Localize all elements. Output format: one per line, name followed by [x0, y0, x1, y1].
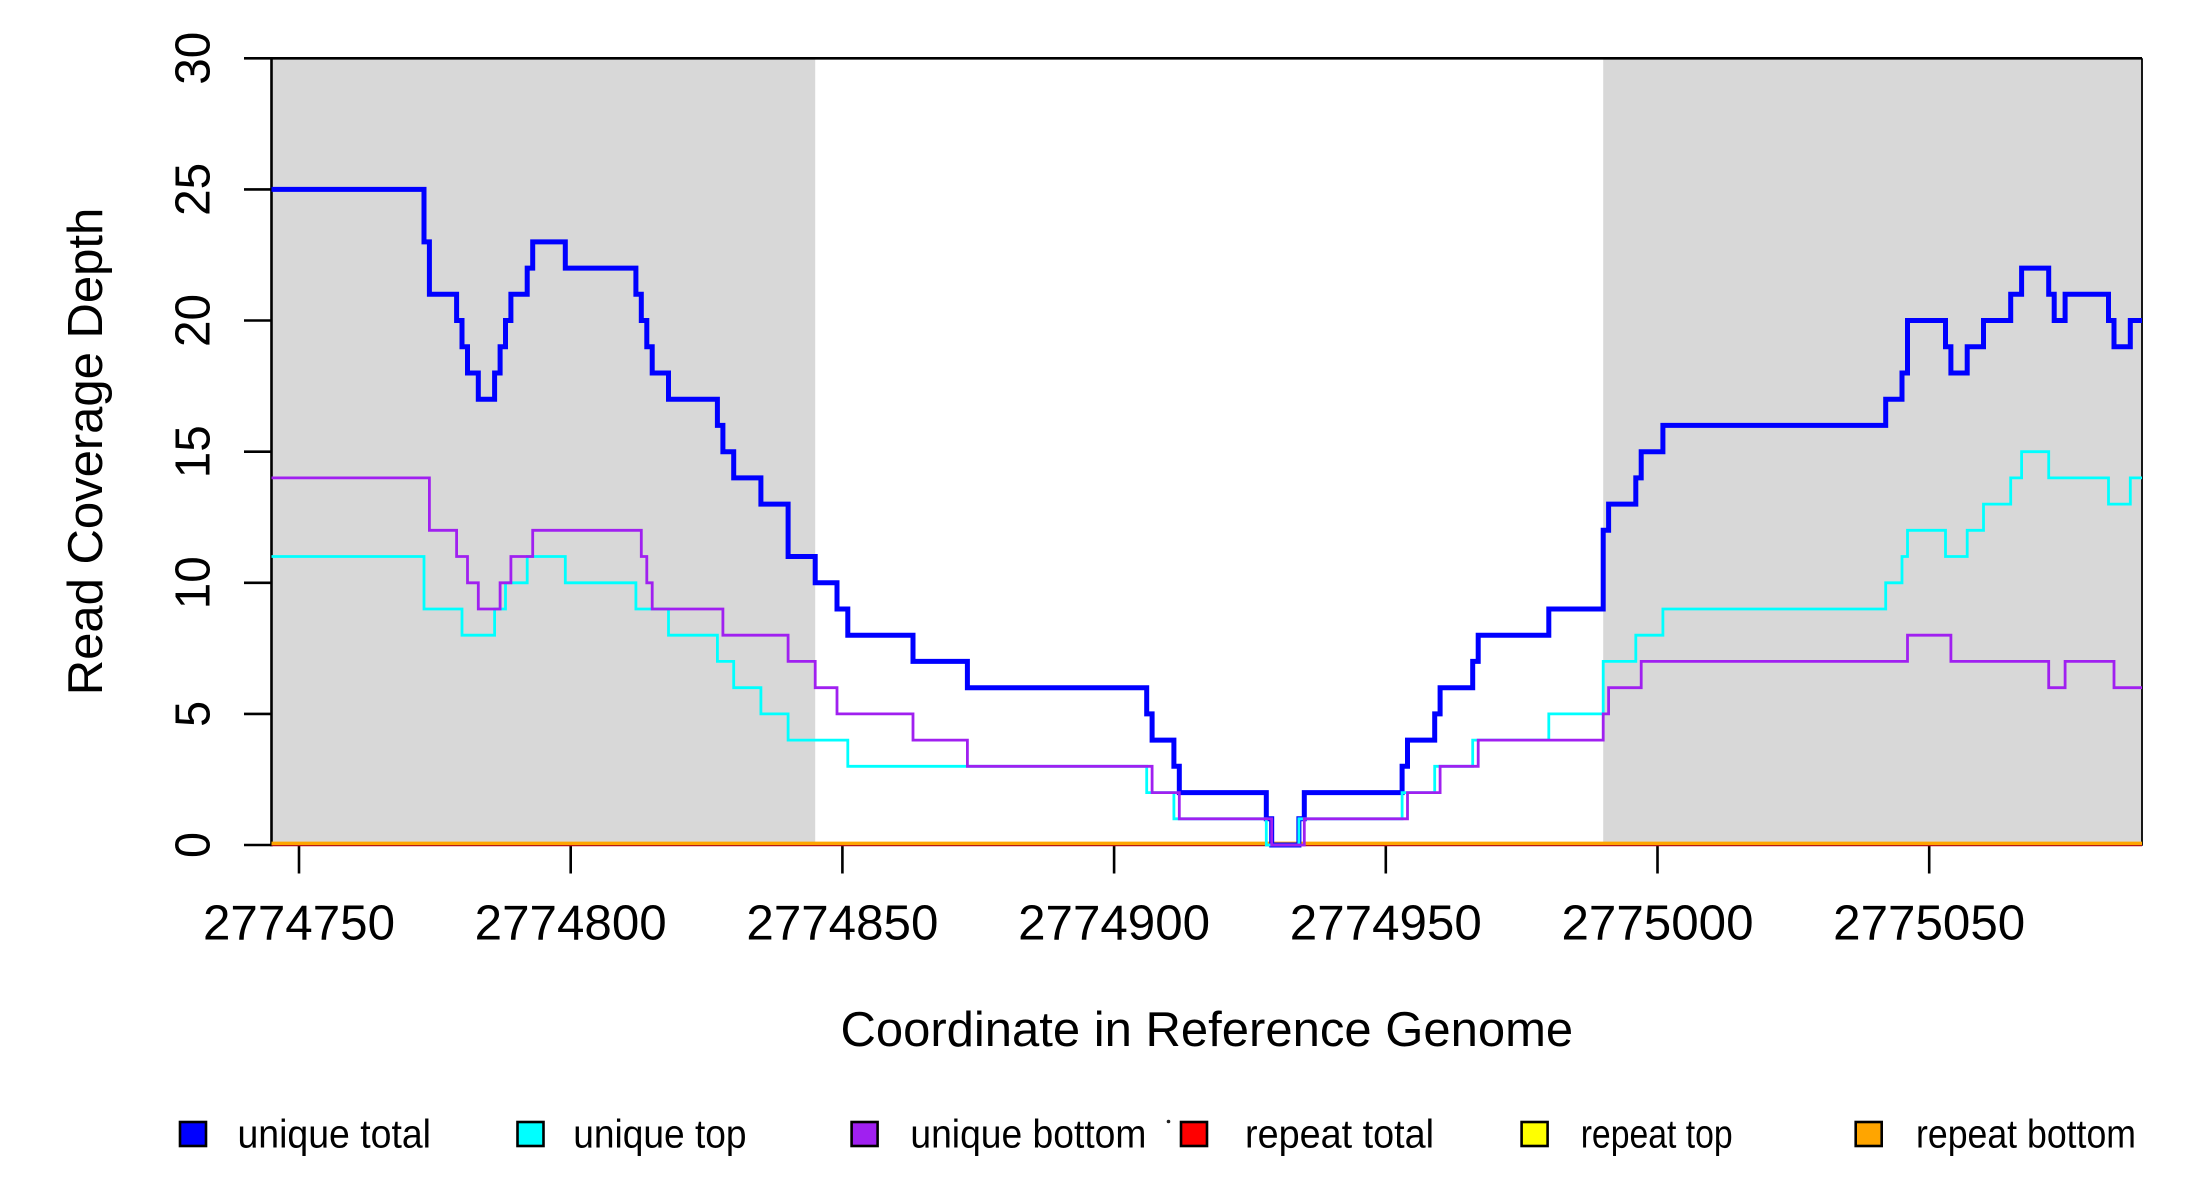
svg-text:5: 5 [167, 701, 221, 727]
svg-text:2774850: 2774850 [746, 897, 938, 951]
svg-text:2775000: 2775000 [1562, 897, 1754, 951]
svg-text:repeat top: repeat top [1581, 1113, 1733, 1157]
svg-text:30: 30 [167, 32, 221, 85]
svg-text:2775050: 2775050 [1833, 897, 2025, 951]
svg-text:unique bottom: unique bottom [910, 1113, 1146, 1157]
svg-text:0: 0 [167, 832, 221, 858]
svg-text:unique top: unique top [573, 1113, 746, 1157]
svg-text:15: 15 [167, 425, 221, 478]
svg-text:2774800: 2774800 [475, 897, 667, 951]
svg-text:repeat bottom: repeat bottom [1916, 1113, 2136, 1157]
svg-text:25: 25 [167, 163, 221, 216]
svg-text:2774900: 2774900 [1018, 897, 1210, 951]
svg-text:unique total: unique total [238, 1113, 432, 1157]
svg-text:2774750: 2774750 [203, 897, 395, 951]
svg-text:Coordinate in Reference Genome: Coordinate in Reference Genome [840, 1003, 1573, 1057]
svg-text:2774950: 2774950 [1290, 897, 1482, 951]
svg-text:repeat total: repeat total [1245, 1113, 1434, 1157]
svg-text:Read Coverage Depth: Read Coverage Depth [59, 208, 113, 696]
svg-text:10: 10 [167, 556, 221, 609]
svg-text:20: 20 [167, 294, 221, 347]
